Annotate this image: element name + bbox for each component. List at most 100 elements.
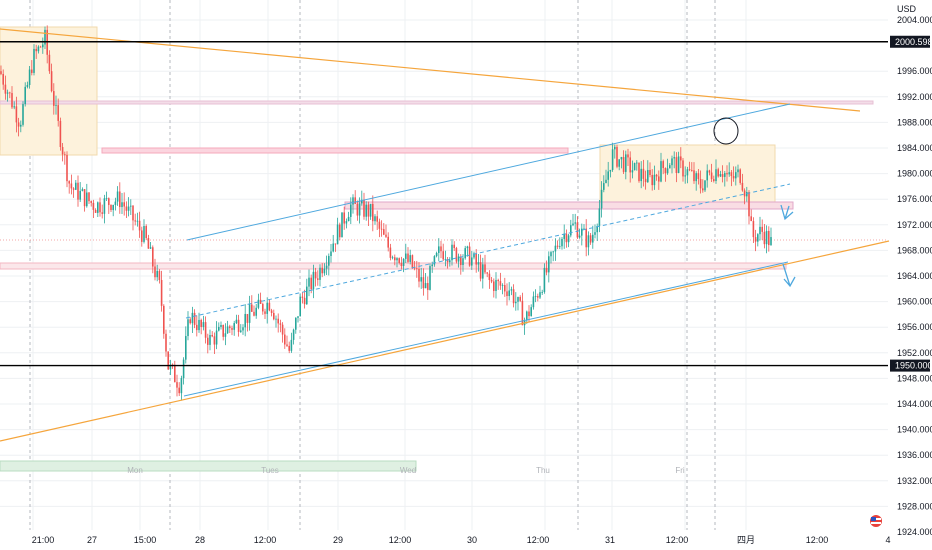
candle-body (614, 146, 616, 150)
candle-body (77, 182, 79, 200)
candle-up (75, 180, 77, 191)
candle-body (306, 286, 308, 305)
y-tick-label: 1948.000 (897, 373, 932, 383)
candle-up (341, 212, 343, 238)
candle-body (361, 199, 363, 204)
candle-up (510, 286, 513, 296)
y-tick-label: 1940.000 (897, 425, 932, 435)
candle-body (402, 258, 405, 266)
candle-down (380, 220, 383, 237)
candle-down (627, 148, 629, 167)
candle-body (695, 173, 697, 182)
candle-down (125, 201, 128, 218)
candle-down (576, 216, 579, 239)
candle-up (295, 317, 297, 334)
candle-body (2, 73, 4, 85)
candle-down (11, 86, 13, 109)
candle-down (92, 199, 95, 218)
candle-up (673, 151, 675, 169)
candle-body (24, 86, 26, 105)
candle-down (70, 174, 73, 195)
candle-body (741, 182, 744, 191)
candle-down (427, 276, 429, 300)
candle-body (28, 69, 31, 86)
candle-body (719, 174, 722, 177)
candle-up (20, 120, 22, 133)
candle-down (680, 147, 682, 169)
candle-down (506, 283, 508, 306)
candle-down (761, 219, 763, 240)
candle-down (741, 173, 744, 192)
candle-body (677, 156, 680, 173)
candle-down (237, 314, 240, 337)
candle-up (578, 228, 581, 239)
candle-up (737, 164, 739, 178)
candle-up (330, 244, 332, 263)
candle-up (187, 311, 189, 341)
candle-body (490, 279, 493, 282)
candle-body (321, 267, 323, 274)
candle-down (213, 332, 216, 354)
candle-body (506, 291, 508, 297)
candle-down (57, 98, 59, 127)
candle-body (385, 234, 387, 237)
candle-body (358, 203, 361, 216)
candle-down (163, 304, 165, 339)
candle-body (519, 297, 521, 301)
candle-up (332, 234, 334, 253)
candle-body (640, 168, 642, 182)
candle-up (770, 227, 772, 246)
candle-up (402, 258, 405, 273)
x-tick-label: 15:00 (134, 535, 157, 545)
candle-body (262, 303, 264, 312)
candle-body (365, 204, 367, 217)
candle-body (592, 234, 594, 243)
candle-up (587, 231, 590, 256)
candle-body (770, 237, 772, 246)
candle-down (90, 200, 92, 207)
candle-down (708, 169, 711, 176)
candle-up (625, 150, 627, 180)
candle-up (607, 161, 609, 187)
candle-down (486, 272, 488, 278)
candle-body (574, 222, 576, 224)
candle-up (248, 295, 251, 331)
candle-down (468, 242, 471, 267)
candle-body (743, 190, 746, 197)
candle-up (746, 186, 748, 202)
candle-down (165, 329, 167, 357)
candle-up (24, 82, 26, 107)
candle-body (721, 174, 724, 177)
candle-up (169, 359, 172, 376)
candle-up (13, 101, 15, 110)
grid (0, 0, 888, 530)
candle-body (433, 256, 436, 265)
flag-icon[interactable] (870, 515, 882, 527)
candle-up (444, 250, 447, 267)
candle-up (6, 89, 9, 102)
candle-body (367, 204, 370, 217)
candle-body (671, 158, 673, 166)
candle-down (726, 165, 728, 182)
candle-body (185, 336, 187, 360)
candle-body (174, 364, 176, 383)
candle-body (400, 262, 403, 266)
candle-body (229, 326, 231, 329)
candle-body (708, 170, 711, 173)
candle-up (552, 250, 554, 262)
candle-down (629, 151, 631, 183)
candle-up (433, 255, 436, 267)
candle-down (702, 179, 704, 193)
candle-down (189, 317, 191, 325)
candle-body (686, 169, 689, 176)
candle-body (748, 192, 750, 217)
candle-down (176, 374, 178, 397)
candle-up (517, 296, 519, 311)
arrow-down-icon (782, 263, 796, 288)
candle-body (187, 319, 189, 337)
candle-body (658, 176, 660, 182)
candle-body (642, 168, 645, 179)
candle-up (292, 328, 295, 345)
candle-up (561, 236, 563, 250)
